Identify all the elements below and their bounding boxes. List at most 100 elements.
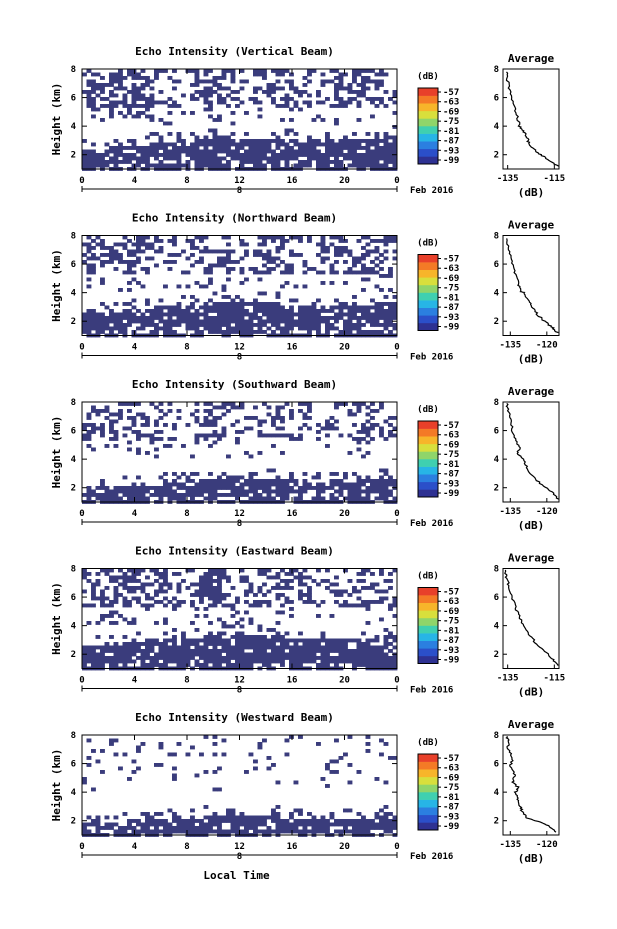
echo-cell [190, 745, 195, 750]
echo-cell [91, 309, 96, 313]
echo-cell [356, 90, 362, 94]
echo-cell [302, 642, 308, 646]
echo-cell [383, 235, 389, 240]
echo-cell [388, 649, 393, 653]
echo-cell [109, 437, 114, 441]
echo-cell [379, 482, 384, 487]
echo-cell [392, 149, 398, 154]
echo-cell [361, 79, 366, 84]
colorbar-frame [417, 587, 439, 664]
echo-cell [383, 496, 389, 501]
echo-cell [131, 575, 137, 580]
echo-cell [248, 822, 254, 827]
echo-cell [163, 330, 168, 334]
average-title: Average [508, 52, 555, 65]
echo-cell [136, 766, 141, 771]
echo-cell [82, 90, 87, 94]
echo-cell [352, 663, 357, 667]
echo-cell [370, 819, 375, 823]
echo-cell [199, 752, 204, 757]
echo-cell [302, 305, 308, 310]
echo-cell [271, 482, 276, 487]
echo-cell [280, 489, 285, 494]
echo-cell [140, 111, 146, 115]
echo-cell [95, 579, 101, 583]
echo-cell [136, 160, 141, 164]
echo-cell [86, 815, 92, 820]
echo-cell [262, 312, 267, 317]
echo-cell [154, 326, 159, 331]
echo-cell [212, 819, 218, 823]
echo-cell [127, 160, 132, 164]
echo-cell [127, 409, 132, 413]
echo-cell [352, 323, 357, 327]
echo-cell [370, 305, 375, 310]
echo-cell [208, 270, 213, 275]
echo-cell [145, 642, 150, 646]
echo-cell [257, 423, 263, 427]
echo-cell [217, 652, 222, 657]
echo-cell [181, 295, 186, 299]
echo-cell [145, 319, 150, 324]
echo-cell [194, 298, 200, 303]
echo-cell [388, 142, 393, 147]
echo-cell [154, 656, 159, 660]
echo-cell [365, 305, 371, 310]
echo-cell [383, 472, 389, 476]
echo-cell [374, 659, 380, 664]
echo-cell [370, 312, 375, 317]
echo-cell [383, 656, 389, 660]
echo-cell [257, 146, 263, 150]
echo-cell [311, 642, 317, 646]
echo-cell [118, 575, 123, 580]
echo-cell [316, 142, 321, 147]
echo-cell [298, 90, 303, 94]
echo-cell [113, 738, 119, 743]
echo-cell [325, 586, 330, 590]
echo-cell [361, 663, 366, 667]
echo-cell [293, 642, 299, 646]
echo-cell [365, 86, 371, 91]
echo-cell [181, 146, 186, 150]
echo-cell [284, 752, 290, 757]
echo-cell [203, 79, 209, 84]
echo-cell [176, 819, 182, 823]
colorbar-tick-label: -57 [443, 255, 459, 265]
echo-cell [356, 572, 362, 576]
colorbar-segment [418, 617, 438, 626]
echo-cell [230, 326, 236, 331]
echo-cell [122, 596, 128, 601]
echo-cell [190, 142, 195, 147]
echo-cell [145, 596, 150, 601]
echo-cell [163, 479, 168, 483]
echo-cell [244, 610, 249, 615]
colorbar-tick-label: -81 [443, 460, 459, 470]
echo-cell [361, 819, 366, 823]
colorbar-segment [418, 595, 438, 603]
echo-cell [203, 319, 209, 324]
echo-cell [365, 749, 371, 753]
echo-cell [181, 142, 186, 147]
echo-cell [343, 319, 348, 324]
y-tick-label: 4 [71, 289, 77, 299]
echo-cell [131, 330, 137, 334]
average-x-tick-label: -115 [543, 174, 565, 184]
echo-cell [203, 156, 209, 161]
colorbar-label: (dB) [417, 738, 439, 748]
echo-cell [275, 819, 281, 823]
echo-cell [275, 156, 281, 161]
echo-cell [271, 267, 276, 271]
echo-cell [181, 270, 186, 275]
echo-cell [95, 819, 101, 823]
echo-cell [289, 319, 294, 324]
echo-cell [221, 284, 227, 289]
echo-cell [379, 479, 384, 483]
echo-cell [239, 302, 245, 306]
echo-cell [145, 302, 150, 306]
echo-cell [248, 267, 254, 271]
echo-cell [118, 829, 123, 834]
echo-cell [118, 412, 123, 417]
echo-cell [154, 163, 159, 168]
echo-cell [127, 319, 132, 324]
echo-cell [343, 326, 348, 331]
